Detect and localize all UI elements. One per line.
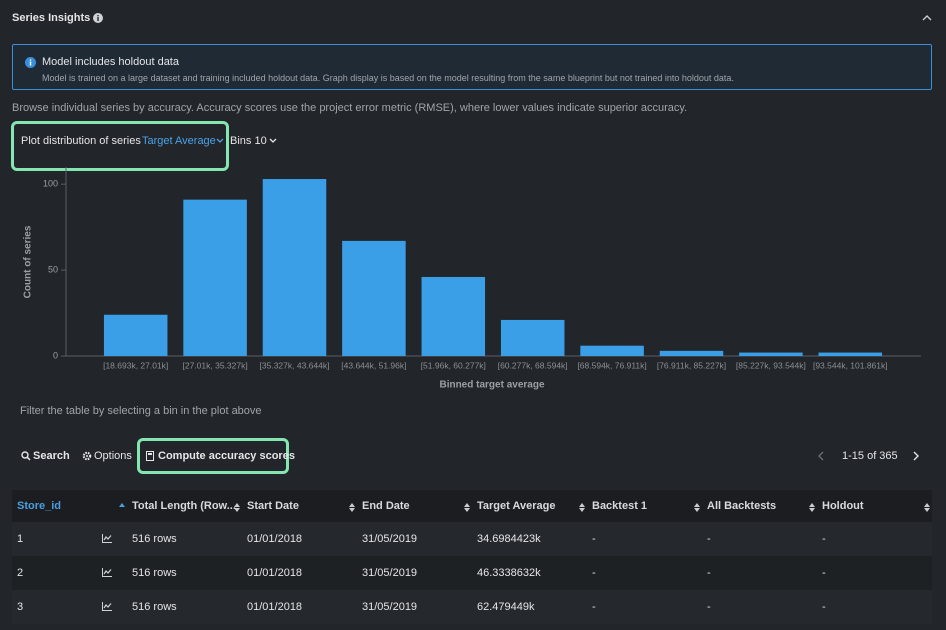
notice-icon <box>25 57 36 68</box>
pagination: 1-15 of 365 <box>842 450 898 462</box>
series-chart-icon[interactable] <box>102 602 112 611</box>
table-cell: 34.6984423k <box>472 522 587 556</box>
notice <box>12 44 932 90</box>
x-tick-label: [76.911k, 85.227k] <box>657 360 726 370</box>
table-cell: 3 <box>12 590 127 624</box>
table-row[interactable]: 1 516 rows 01/01/2018 31/05/2019 34.6984423k… <box>12 522 932 556</box>
table-cell: - <box>817 590 932 624</box>
table-cell: 62.479449k <box>472 590 587 624</box>
column-header[interactable]: All Backtests <box>702 490 817 522</box>
x-tick-label: [43.644k, 51.96k] <box>341 360 406 370</box>
y-tick-label: 50 <box>48 264 58 274</box>
bar <box>818 352 883 356</box>
table-row[interactable]: 3 516 rows 01/01/2018 31/05/2019 62.479449k -… <box>12 590 932 624</box>
bar <box>739 352 803 356</box>
table-cell: 516 rows <box>127 522 242 556</box>
table-cell: 31/05/2019 <box>357 522 472 556</box>
bar <box>342 240 406 356</box>
section-title: Series Insights <box>12 12 91 24</box>
series-chart-icon[interactable] <box>102 568 112 577</box>
table-cell: - <box>702 590 817 624</box>
highlight <box>137 438 289 474</box>
series-table: Store_id Total Length (Row... Start Date En… <box>12 490 932 624</box>
notice-text: Model is trained on a large dataset and … <box>42 73 734 83</box>
table-cell: 516 rows <box>127 556 242 590</box>
table-cell: 01/01/2018 <box>242 556 357 590</box>
table-cell: 2 <box>12 556 127 590</box>
dropdown-caret <box>216 138 224 143</box>
table-cell: - <box>587 590 702 624</box>
table-cell: 01/01/2018 <box>242 522 357 556</box>
table-cell: 31/05/2019 <box>357 556 472 590</box>
table-cell: 01/01/2018 <box>242 590 357 624</box>
x-axis-label: Binned target average <box>439 380 544 391</box>
notice-title: Model includes holdout data <box>42 56 179 68</box>
header-row: Store_id Total Length (Row... Start Date En… <box>12 490 932 522</box>
filter-hint: Filter the table by selecting a bin in t… <box>20 405 262 417</box>
calculator-icon <box>146 451 154 461</box>
highlight <box>11 121 229 171</box>
bar <box>183 199 247 356</box>
table-cell: - <box>702 522 817 556</box>
column-header[interactable]: End Date <box>357 490 472 522</box>
x-tick-label: [68.594k, 76.911k] <box>577 360 646 370</box>
table-cell: - <box>587 556 702 590</box>
column-header[interactable]: Store_id <box>12 490 127 522</box>
plot-selection[interactable]: Target Average <box>142 135 216 147</box>
x-tick-label: [60.277k, 68.594k] <box>498 360 568 370</box>
series-chart-icon[interactable] <box>102 534 112 543</box>
bar <box>421 276 486 356</box>
x-tick-label: [35.327k, 43.644k] <box>260 360 330 370</box>
next-page[interactable] <box>912 451 920 461</box>
table-cell: 31/05/2019 <box>357 590 472 624</box>
bar <box>262 179 327 356</box>
table-cell: - <box>587 522 702 556</box>
column-header[interactable]: Start Date <box>242 490 357 522</box>
table-cell: 46.3338632k <box>472 556 587 590</box>
bar <box>103 314 168 356</box>
search-button[interactable]: Search <box>33 450 70 462</box>
x-tick-label: [27.01k, 35.327k] <box>182 360 247 370</box>
options-button[interactable]: Options <box>94 450 132 462</box>
x-tick-label: [18.693k, 27.01k] <box>103 360 168 370</box>
table-cell: - <box>817 556 932 590</box>
description: Browse individual series by accuracy. Ac… <box>12 102 688 114</box>
info-icon[interactable] <box>93 13 103 23</box>
plot-label: Plot distribution of series <box>21 135 141 147</box>
bar <box>580 345 644 356</box>
y-tick-label: 0 <box>53 350 58 360</box>
table-cell: - <box>817 522 932 556</box>
table-row[interactable]: 2 516 rows 01/01/2018 31/05/2019 46.3338632k… <box>12 556 932 590</box>
x-tick-label: [51.96k, 60.277k] <box>421 360 486 370</box>
column-header[interactable]: Backtest 1 <box>587 490 702 522</box>
options-icon <box>82 451 92 461</box>
bar <box>659 350 724 356</box>
prev-page[interactable] <box>817 451 825 461</box>
y-tick-label: 100 <box>43 179 58 189</box>
column-header[interactable]: Target Average <box>472 490 587 522</box>
column-header[interactable]: Total Length (Row... <box>127 490 242 522</box>
collapse-toggle[interactable] <box>922 14 932 22</box>
dropdown-caret <box>269 138 277 143</box>
bar <box>500 319 565 356</box>
x-tick-label: [93.544k, 101.861k] <box>813 360 888 370</box>
search-icon <box>21 451 31 461</box>
compute-button[interactable]: Compute accuracy scores <box>158 450 295 462</box>
column-header[interactable]: Holdout <box>817 490 932 522</box>
table-cell: 516 rows <box>127 590 242 624</box>
bins-selector[interactable]: Bins 10 <box>230 135 267 147</box>
table-cell: - <box>702 556 817 590</box>
y-axis-label: Count of series <box>23 225 34 298</box>
histogram: 0 50 100 [18.693k, 27.01k] [27.01k, 35.327k]… <box>23 167 921 391</box>
table-cell: 1 <box>12 522 127 556</box>
x-tick-label: [85.227k, 93.544k] <box>736 360 806 370</box>
